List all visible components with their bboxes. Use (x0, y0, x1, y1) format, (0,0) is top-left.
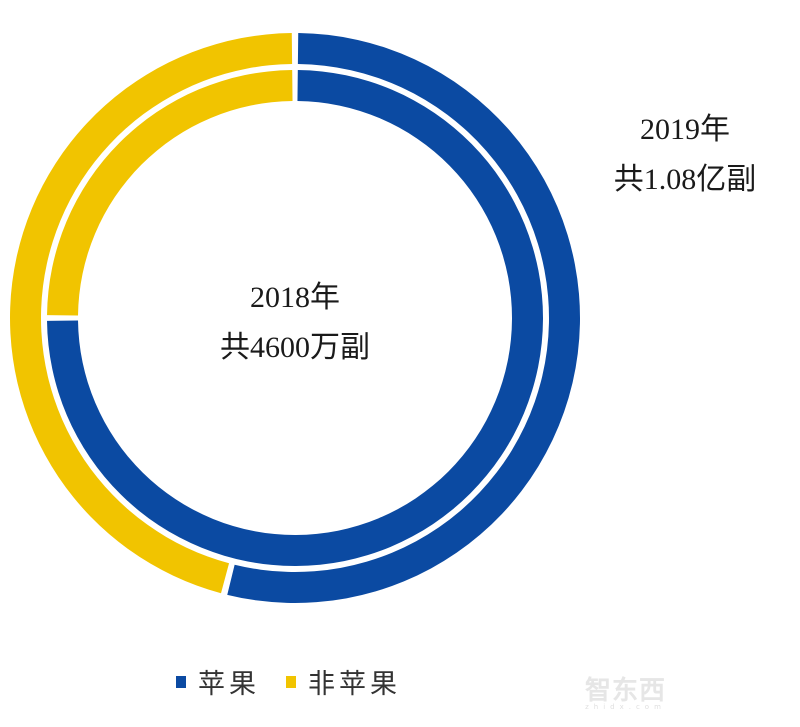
segment-non-apple (47, 70, 293, 316)
legend-item-non-apple: 非苹果 (286, 662, 401, 701)
legend-item-apple: 苹果 (176, 662, 260, 701)
watermark-sub: zhidx.com (585, 703, 666, 711)
legend-swatch-non-apple (286, 675, 296, 688)
segment-non-apple (10, 33, 293, 594)
legend-label-non-apple: 非苹果 (308, 669, 401, 700)
inner-ring-label: 2018年 共4600万副 (175, 273, 415, 373)
outer-total-label: 共1.08亿副 (613, 163, 757, 196)
inner-year-label: 2018年 (250, 281, 340, 314)
nested-donut-chart (10, 33, 580, 604)
watermark-logo: 智东西 zhidx.com (585, 670, 666, 711)
legend-label-apple: 苹果 (198, 669, 260, 700)
watermark-text: 智东西 (585, 676, 667, 706)
outer-year-label: 2019年 (640, 113, 730, 146)
legend-swatch-apple (176, 675, 186, 688)
outer-ring-2019 (10, 33, 580, 604)
inner-ring-2018 (47, 70, 543, 567)
outer-ring-label: 2019年 共1.08亿副 (570, 105, 800, 205)
chart-legend: 苹果 非苹果 (176, 662, 427, 701)
inner-total-label: 共4600万副 (220, 331, 370, 364)
